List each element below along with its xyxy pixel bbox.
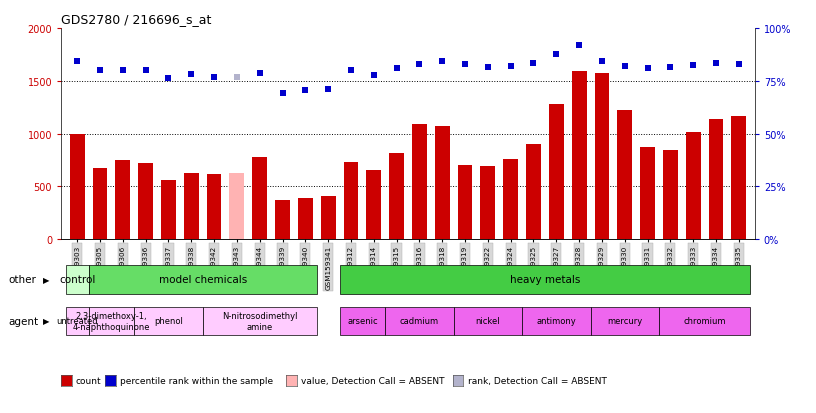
Text: other: other <box>8 275 36 285</box>
Point <box>504 64 517 70</box>
Text: value, Detection Call = ABSENT: value, Detection Call = ABSENT <box>301 376 445 385</box>
Bar <box>252 157 267 240</box>
Point <box>390 66 403 72</box>
Point <box>573 43 586 49</box>
Bar <box>458 166 472 240</box>
Point <box>184 72 197 78</box>
Text: nickel: nickel <box>476 317 500 325</box>
Point <box>550 52 563 59</box>
Bar <box>206 174 221 240</box>
Bar <box>549 105 564 240</box>
Point <box>71 58 84 65</box>
Bar <box>344 163 358 240</box>
Text: control: control <box>59 275 95 285</box>
Bar <box>66 307 89 335</box>
Bar <box>618 111 632 240</box>
Point <box>527 60 540 67</box>
Point <box>413 62 426 68</box>
Bar <box>731 116 747 240</box>
Point <box>459 62 472 68</box>
Point <box>116 68 129 74</box>
Point <box>230 74 243 81</box>
Bar <box>435 127 450 240</box>
Bar <box>115 161 131 240</box>
Bar <box>229 173 244 240</box>
Text: cadmium: cadmium <box>400 317 439 325</box>
Text: rank, Detection Call = ABSENT: rank, Detection Call = ABSENT <box>468 376 606 385</box>
Bar <box>454 307 522 335</box>
Text: mercury: mercury <box>607 317 642 325</box>
Bar <box>202 307 317 335</box>
Point <box>732 62 745 68</box>
Point <box>207 74 220 81</box>
Bar <box>481 167 495 240</box>
Bar <box>275 201 290 240</box>
Text: chromium: chromium <box>683 317 726 325</box>
Point <box>299 88 312 94</box>
Bar <box>92 169 108 240</box>
Bar <box>366 171 381 240</box>
Bar <box>66 266 89 294</box>
Bar <box>89 307 134 335</box>
Bar <box>184 173 198 240</box>
Bar <box>708 119 724 240</box>
Bar <box>321 196 335 240</box>
Bar <box>89 266 317 294</box>
Bar <box>389 153 404 240</box>
Bar <box>339 307 385 335</box>
Text: count: count <box>76 376 101 385</box>
Point <box>481 64 494 71</box>
Point <box>596 58 609 65</box>
Point <box>687 62 700 69</box>
Point <box>139 68 152 74</box>
Text: 2,3-dimethoxy-1,
4-naphthoquinone: 2,3-dimethoxy-1, 4-naphthoquinone <box>73 311 150 331</box>
Point <box>162 75 175 82</box>
Point <box>664 64 677 71</box>
Point <box>276 91 289 97</box>
Point <box>367 73 380 80</box>
Bar <box>640 148 655 240</box>
Bar <box>138 164 153 240</box>
Text: phenol: phenol <box>154 317 183 325</box>
Point <box>322 87 335 93</box>
Text: heavy metals: heavy metals <box>510 275 580 285</box>
Bar <box>685 133 701 240</box>
Point <box>641 66 654 72</box>
Text: ▶: ▶ <box>43 275 50 284</box>
Text: arsenic: arsenic <box>347 317 378 325</box>
Point <box>709 60 722 67</box>
Text: percentile rank within the sample: percentile rank within the sample <box>120 376 273 385</box>
Text: ▶: ▶ <box>43 317 50 325</box>
Point <box>94 68 107 74</box>
Bar <box>339 266 750 294</box>
Bar <box>385 307 454 335</box>
Text: GDS2780 / 216696_s_at: GDS2780 / 216696_s_at <box>61 13 211 26</box>
Bar <box>659 307 750 335</box>
Bar <box>69 134 85 240</box>
Point <box>253 71 266 78</box>
Bar <box>412 125 427 240</box>
Bar <box>161 180 176 240</box>
Bar <box>595 74 610 240</box>
Point <box>619 64 632 70</box>
Text: model chemicals: model chemicals <box>158 275 246 285</box>
Point <box>344 68 357 74</box>
Bar <box>503 159 518 240</box>
Text: N-nitrosodimethyl
amine: N-nitrosodimethyl amine <box>222 311 298 331</box>
Bar <box>663 151 678 240</box>
Text: agent: agent <box>8 316 38 326</box>
Bar <box>572 72 587 240</box>
Bar <box>134 307 202 335</box>
Bar <box>522 307 591 335</box>
Bar <box>591 307 659 335</box>
Text: antimony: antimony <box>536 317 576 325</box>
Bar <box>298 199 313 240</box>
Text: untreated: untreated <box>56 317 98 325</box>
Bar <box>526 145 541 240</box>
Point <box>436 58 449 65</box>
